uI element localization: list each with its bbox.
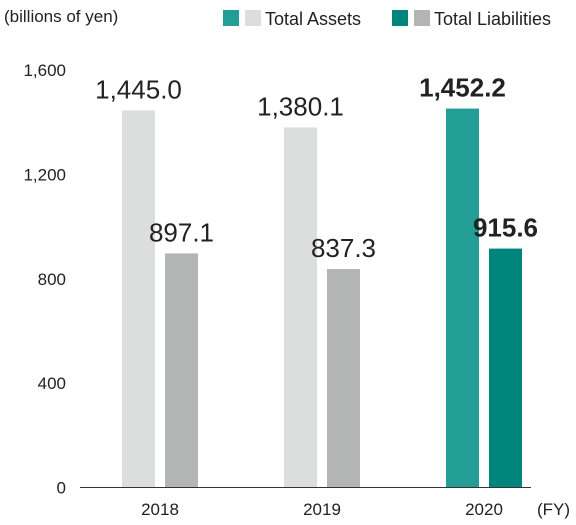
legend-swatch-highlight (392, 10, 408, 26)
bar-total-liabilities-2020 (489, 248, 522, 488)
y-tick-label: 0 (57, 479, 66, 498)
legend-entry-total-assets: Total Assets (223, 9, 361, 29)
bar-total-liabilities-2018 (165, 253, 198, 488)
legend-label: Total Assets (265, 9, 361, 29)
value-label-total-liabilities-2018: 897.1 (149, 217, 214, 247)
value-label-total-assets-2018: 1,445.0 (95, 74, 182, 104)
legend-entry-total-liabilities: Total Liabilities (392, 9, 551, 29)
bar-total-assets-2020 (446, 108, 479, 488)
bar-total-assets-2019 (284, 127, 317, 488)
bar-total-liabilities-2019 (327, 269, 360, 488)
legend-swatch-highlight (223, 10, 239, 26)
x-axis-suffix: (FY) (537, 500, 570, 519)
legend: Total Assets Total Liabilities (223, 9, 551, 29)
bars (122, 108, 522, 488)
legend-label: Total Liabilities (434, 9, 551, 29)
value-label-total-liabilities-2020: 915.6 (473, 213, 538, 243)
legend-swatch-prior (414, 10, 430, 26)
x-tick-label: 2020 (465, 500, 503, 519)
value-label-total-assets-2020: 1,452.2 (419, 73, 506, 103)
unit-label: (billions of yen) (4, 7, 118, 26)
x-tick-label: 2018 (141, 500, 179, 519)
y-tick-label: 800 (38, 270, 66, 289)
y-axis-ticks: 0 400 800 1,200 1,600 (23, 61, 66, 498)
bar-total-assets-2018 (122, 110, 155, 488)
y-tick-label: 400 (38, 374, 66, 393)
value-label-total-assets-2019: 1,380.1 (257, 91, 344, 121)
y-tick-label: 1,600 (23, 61, 66, 80)
legend-swatch-prior (245, 10, 261, 26)
value-labels: 1,445.0 897.1 1,380.1 837.3 1,452.2 915.6 (95, 73, 538, 263)
x-tick-label: 2019 (303, 500, 341, 519)
y-tick-label: 1,200 (23, 165, 66, 184)
x-axis-ticks: 2018 2019 2020 (141, 500, 503, 519)
value-label-total-liabilities-2019: 837.3 (311, 233, 376, 263)
